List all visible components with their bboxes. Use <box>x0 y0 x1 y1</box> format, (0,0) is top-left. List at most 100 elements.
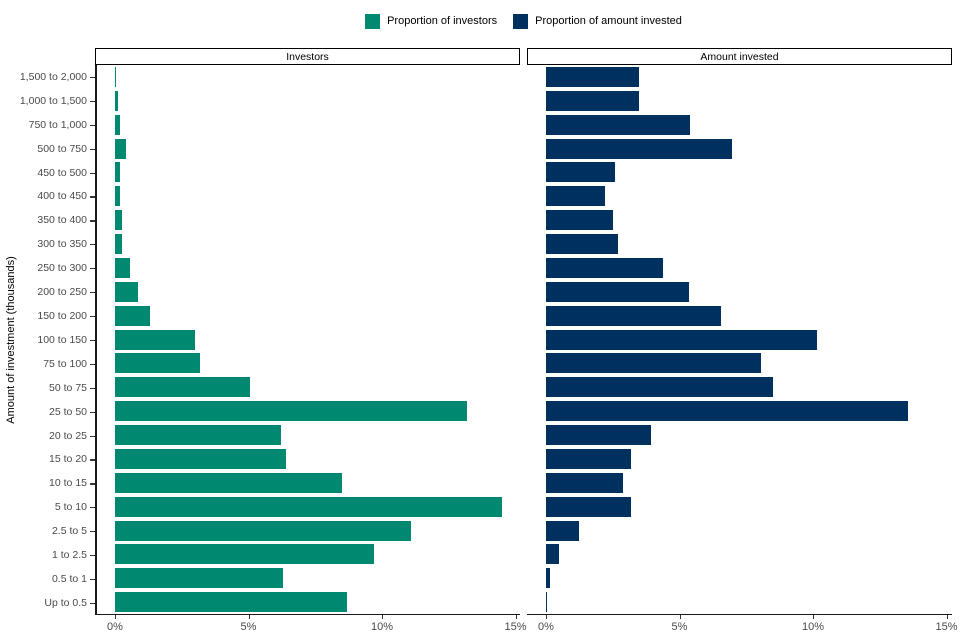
x-tick <box>248 615 250 619</box>
y-tick-label: 5 to 10 <box>54 501 87 514</box>
bar-row <box>97 304 520 328</box>
y-tick-row <box>90 424 95 448</box>
bar <box>115 162 121 183</box>
y-tick-label: 100 to 150 <box>37 333 87 346</box>
x-tick-label: 5% <box>671 621 688 633</box>
bar <box>546 592 548 613</box>
bar-row <box>97 471 520 495</box>
facet-strip-amount-invested: Amount invested <box>527 48 952 65</box>
legend: Proportion of investors Proportion of am… <box>95 12 952 30</box>
bar <box>546 496 632 517</box>
bar <box>115 353 201 374</box>
y-axis-ticks <box>90 65 95 615</box>
bar <box>115 210 122 231</box>
y-tick-row <box>90 591 95 615</box>
bar-row <box>97 137 520 161</box>
y-tick <box>90 220 95 222</box>
bar-row <box>97 352 520 376</box>
y-tick <box>90 507 95 509</box>
y-tick <box>90 531 95 533</box>
y-tick-row <box>90 495 95 519</box>
bar-row <box>527 113 952 137</box>
y-tick <box>90 316 95 318</box>
y-tick-label: 50 to 75 <box>49 381 87 394</box>
bar <box>546 90 640 111</box>
bar-row <box>527 519 952 543</box>
y-axis-labels: 1,500 to 2,000 1,000 to 1,500 750 to 1,000… <box>0 65 87 615</box>
y-tick <box>90 387 95 389</box>
bar <box>546 544 560 565</box>
bar-row <box>527 208 952 232</box>
bar-row <box>97 375 520 399</box>
y-tick <box>90 196 95 198</box>
bar <box>115 472 342 493</box>
bar <box>546 568 550 589</box>
bar <box>546 114 691 135</box>
x-tick-label: 10% <box>370 621 394 633</box>
bar <box>115 114 121 135</box>
x-tick <box>679 615 681 619</box>
x-axis-amount-invested: 0% 5% 10% 15% <box>527 615 958 640</box>
y-tick <box>90 483 95 485</box>
y-tick <box>90 578 95 581</box>
facet-title: Investors <box>286 50 329 63</box>
bar <box>546 257 664 278</box>
x-tick-label: 10% <box>801 621 825 633</box>
bar-row <box>97 232 520 256</box>
x-tick <box>382 615 384 619</box>
bars-investors <box>97 65 520 614</box>
y-tick-label: 20 to 25 <box>49 429 87 442</box>
bar <box>546 520 580 541</box>
bar <box>115 520 412 541</box>
investors-swatch-icon <box>365 13 381 29</box>
y-tick-label: 2.5 to 5 <box>51 525 87 538</box>
bar <box>546 448 632 469</box>
bar <box>546 305 721 326</box>
legend-item-investors: Proportion of investors <box>365 13 497 29</box>
x-tick <box>546 615 548 619</box>
bar <box>546 186 605 207</box>
bar-row <box>527 590 952 614</box>
y-tick-row <box>90 304 95 328</box>
facet-strip-investors: Investors <box>95 48 520 65</box>
y-tick-label: 10 to 15 <box>49 477 87 490</box>
y-tick-label: 500 to 750 <box>37 142 87 155</box>
y-tick-row <box>90 161 95 185</box>
bar <box>546 425 652 446</box>
y-tick-row <box>90 328 95 352</box>
bar-row <box>97 113 520 137</box>
y-tick-label: 450 to 500 <box>37 166 87 179</box>
bar <box>546 234 619 255</box>
x-tick-label: 15% <box>935 621 958 633</box>
bar <box>115 66 117 87</box>
y-tick-label: 25 to 50 <box>49 405 87 418</box>
y-tick-label: 0.5 to 1 <box>51 572 87 585</box>
bar <box>115 90 118 111</box>
y-tick-label: Up to 0.5 <box>44 596 87 609</box>
bar-row <box>527 161 952 185</box>
bar-row <box>97 399 520 423</box>
bar-row <box>97 543 520 567</box>
y-tick-row <box>90 137 95 161</box>
bar-row <box>97 89 520 113</box>
panel-amount-invested <box>527 65 952 615</box>
y-tick <box>90 363 95 366</box>
y-tick-label: 75 to 100 <box>43 357 87 370</box>
y-tick-label: 1 to 2.5 <box>51 549 87 562</box>
bar <box>546 281 689 302</box>
bar <box>115 377 250 398</box>
bar-row <box>97 65 520 89</box>
bars-amount-invested <box>527 65 952 614</box>
bar-row <box>527 256 952 280</box>
y-tick <box>90 172 95 174</box>
x-tick-label: 15% <box>504 621 527 633</box>
y-tick-label: 1,500 to 2,000 <box>19 70 87 83</box>
bar <box>546 401 908 422</box>
bar <box>546 329 817 350</box>
y-tick <box>90 459 95 461</box>
bar-row <box>97 447 520 471</box>
bar-row <box>97 423 520 447</box>
y-tick <box>90 100 95 103</box>
bar <box>546 66 640 87</box>
